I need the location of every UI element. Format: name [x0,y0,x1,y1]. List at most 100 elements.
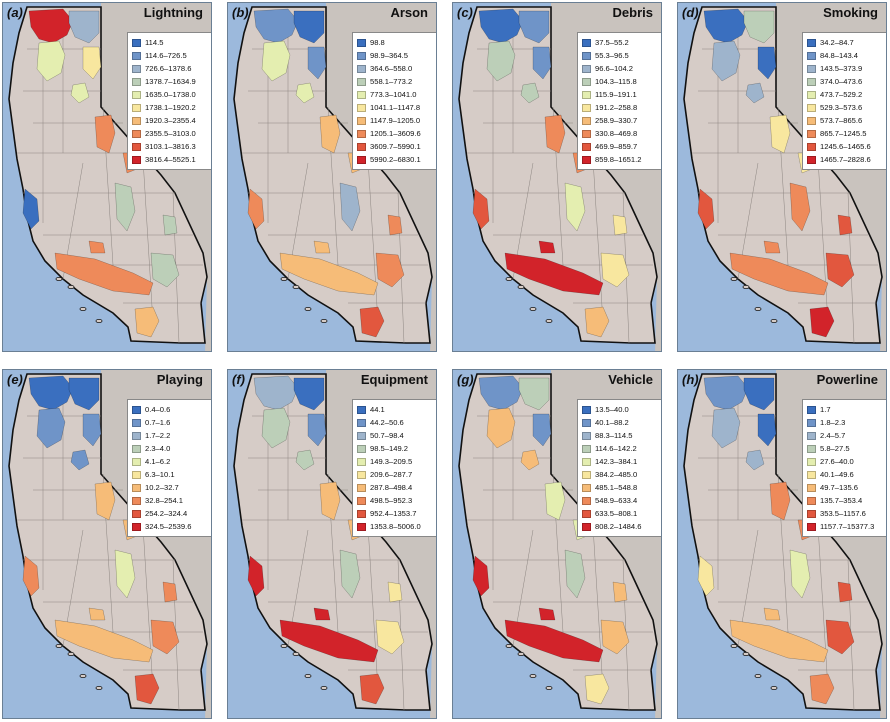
legend-label: 3103.1–3816.3 [145,142,196,151]
legend-label: 364.6–558.0 [370,64,413,73]
legend-swatch [357,64,366,73]
legend-label: 773.3–1041.0 [370,90,417,99]
legend-entry: 254.2–324.4 [132,507,209,520]
legend-entry: 149.3–209.5 [357,455,434,468]
legend-swatch [132,457,141,466]
legend-label: 0.7–1.6 [145,418,171,427]
legend-swatch [357,77,366,86]
fire-region-coast_c [472,555,490,597]
legend-swatch [132,509,141,518]
legend-label: 96.6–104.2 [595,64,634,73]
legend-swatch [132,51,141,60]
map-panel: (h) Powerline 1.7 1.8–2.3 2.4–5.7 5.8–27.5 27.… [677,369,887,719]
legend-entry: 4.1–6.2 [132,455,209,468]
island [280,643,288,648]
legend-label: 114.5 [145,38,164,47]
legend-entry: 55.3–96.5 [582,49,659,62]
county-boundary [367,525,379,691]
legend-swatch [132,77,141,86]
fire-region-ne [68,377,100,411]
map-panel: (a) Lightning 114.5 114.6–726.5 726.6–1378.6… [2,2,212,352]
legend-entry: 191.2–258.8 [582,101,659,114]
legend-label: 859.8–1651.2 [595,155,642,164]
fire-region-se [375,252,405,288]
legend-label: 258.9–330.7 [595,116,638,125]
map-panel: (f) Equipment 44.1 44.2–50.6 50.7–98.4 98.5–1… [227,369,437,719]
legend-label: 84.8–143.4 [820,51,859,60]
legend-label: 384.2–485.0 [595,470,638,479]
legend-swatch [807,103,816,112]
island [754,673,762,678]
legend-label: 115.9–191.1 [595,90,637,99]
legend-label: 143.5–373.9 [820,64,863,73]
legend-swatch [807,116,816,125]
island [545,318,553,323]
fire-region-minor [70,449,90,471]
legend-swatch [807,496,816,505]
fire-region-east [532,413,552,447]
legend-label: 88.3–114.5 [595,431,633,440]
fire-region-south [134,306,160,338]
legend-entry: 1041.1–1147.8 [357,101,434,114]
legend-entry: 135.7–353.4 [807,494,884,507]
legend-label: 104.3–115.8 [595,77,637,86]
legend-entry: 44.1 [357,403,434,416]
county-boundary [817,158,829,324]
island [505,276,513,281]
legend-label: 1.7–2.2 [145,431,171,440]
fire-region-south [809,673,835,705]
legend-entry: 1920.3–2355.4 [132,114,209,127]
island [79,306,87,311]
fire-region-minor [538,240,556,254]
legend-swatch [582,496,591,505]
legend-swatch [357,509,366,518]
fire-region-coast_s [729,619,829,663]
fire-region-minor [88,240,106,254]
fire-region-minor [162,214,178,236]
fire-region-sierra_n [94,114,116,154]
legend-swatch [132,142,141,151]
fire-region-south [359,306,385,338]
legend-label: 353.5–1157.6 [820,509,866,518]
legend-swatch [582,405,591,414]
fire-region-coast_c [247,555,265,597]
island [95,318,103,323]
fire-region-nw [478,375,524,411]
legend-swatch [582,431,591,440]
legend-entry: 865.7–1245.5 [807,127,884,140]
fire-region-minor [295,82,315,104]
legend-entry: 773.3–1041.0 [357,88,434,101]
legend-swatch [582,155,591,164]
legend-label: 5990.2–6830.1 [370,155,421,164]
legend: 114.5 114.6–726.5 726.6–1378.6 1378.7–1634.… [127,32,211,170]
legend-entry: 498.5–952.3 [357,494,434,507]
fire-region-coast_c [697,188,715,230]
legend-swatch [582,457,591,466]
fire-region-coast_s [54,619,154,663]
fire-region-nc [261,407,291,449]
legend-swatch [132,418,141,427]
legend-entry: 1.7 [807,403,884,416]
county-boundary [817,525,829,691]
fire-region-sierra_s [789,549,811,599]
legend-swatch [132,38,141,47]
legend-swatch [132,155,141,164]
legend-swatch [132,444,141,453]
legend-label: 633.5–808.1 [595,509,638,518]
legend-swatch [357,444,366,453]
legend-label: 558.1–773.2 [370,77,413,86]
island [55,643,63,648]
fire-region-nc [36,407,66,449]
legend-entry: 485.1–548.8 [582,481,659,494]
california-map [228,370,436,718]
fire-region-minor [612,214,628,236]
legend-swatch [357,496,366,505]
legend-label: 98.8 [370,38,385,47]
fire-region-sierra_n [319,114,341,154]
legend-label: 114.6–142.2 [595,444,637,453]
legend-entry: 10.2–32.7 [132,481,209,494]
fire-region-coast_c [22,555,40,597]
fire-region-minor [612,581,628,603]
legend-swatch [582,470,591,479]
legend-entry: 859.8–1651.2 [582,153,659,166]
